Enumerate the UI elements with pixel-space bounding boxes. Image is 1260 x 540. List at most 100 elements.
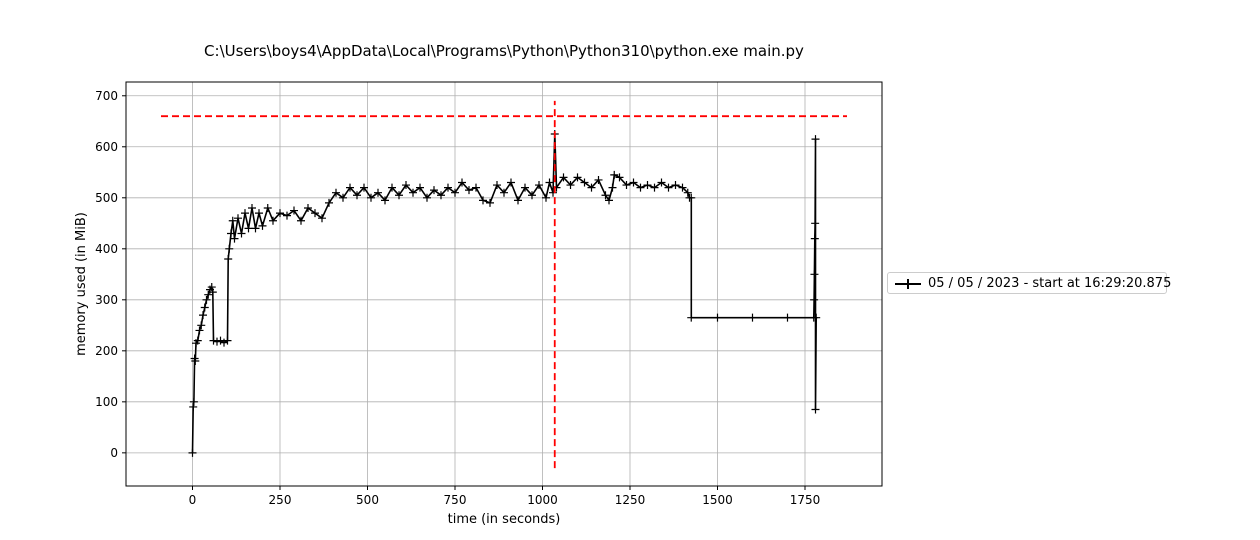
data-point-marker — [223, 336, 232, 345]
data-point-marker — [381, 196, 389, 205]
data-point-marker — [811, 405, 820, 414]
data-point-marker — [671, 181, 680, 190]
data-point-marker — [580, 178, 589, 187]
data-point-marker — [549, 188, 557, 197]
y-tick-label: 100 — [95, 395, 118, 409]
data-point-marker — [191, 357, 200, 366]
data-point-marker — [622, 181, 631, 190]
data-point-marker — [678, 183, 687, 192]
data-point-marker — [451, 188, 459, 197]
data-point-marker — [601, 191, 610, 200]
data-point-marker — [263, 203, 272, 212]
data-point-marker — [615, 173, 624, 182]
data-point-marker — [409, 188, 417, 197]
data-point-marker — [486, 198, 494, 207]
x-tick-label: 0 — [189, 493, 197, 507]
data-point-marker — [248, 203, 256, 212]
data-point-marker — [208, 288, 217, 297]
data-point-marker — [687, 313, 696, 322]
data-point-marker — [276, 209, 284, 218]
data-point-marker — [587, 183, 596, 192]
data-point-marker — [713, 313, 722, 322]
x-tick-label: 250 — [269, 493, 292, 507]
data-point-marker — [657, 178, 666, 187]
data-point-marker — [367, 193, 375, 202]
data-point-marker — [528, 191, 536, 200]
data-point-marker — [360, 183, 368, 192]
data-point-marker — [636, 183, 645, 192]
data-point-marker — [573, 173, 582, 182]
data-point-marker — [199, 311, 207, 320]
data-point-marker — [269, 216, 277, 225]
data-point-marker — [290, 206, 298, 215]
data-point-marker — [255, 209, 263, 218]
data-point-marker — [545, 178, 554, 187]
data-point-marker — [353, 191, 361, 200]
x-tick-label: 750 — [444, 493, 467, 507]
y-tick-label: 0 — [110, 446, 118, 460]
data-point-marker — [610, 170, 619, 179]
data-point-marker — [225, 244, 234, 253]
data-point-marker — [605, 196, 613, 205]
data-point-marker — [812, 313, 821, 322]
x-tick-label: 1500 — [702, 493, 733, 507]
data-point-marker — [664, 183, 673, 192]
y-tick-label: 400 — [95, 242, 118, 256]
data-point-marker — [493, 181, 501, 190]
data-point-marker — [479, 196, 487, 205]
data-point-marker — [423, 193, 431, 202]
data-point-marker — [559, 173, 568, 182]
data-point-marker — [430, 186, 438, 195]
data-point-marker — [472, 183, 480, 192]
data-point-marker — [458, 178, 466, 187]
data-point-marker — [304, 203, 312, 212]
data-point-marker — [325, 198, 333, 207]
data-point-marker — [594, 175, 603, 184]
series-layer — [188, 130, 821, 457]
data-point-marker — [783, 313, 792, 322]
data-point-marker — [500, 188, 508, 197]
data-point-marker — [811, 135, 820, 144]
data-point-marker — [228, 216, 237, 225]
data-point-marker — [395, 191, 403, 200]
data-point-marker — [193, 336, 202, 345]
data-point-marker — [241, 209, 249, 218]
data-point-marker — [683, 188, 692, 197]
grid-lines — [126, 82, 882, 486]
data-point-marker — [465, 186, 473, 195]
data-point-marker — [244, 224, 253, 233]
legend-entry-label: 05 / 05 / 2023 - start at 16:29:20.875 — [928, 276, 1172, 291]
data-point-marker — [213, 337, 221, 346]
data-point-marker — [207, 283, 216, 292]
data-point-marker — [311, 209, 319, 218]
data-point-marker — [643, 181, 652, 190]
x-tick-label: 1250 — [615, 493, 646, 507]
data-point-marker — [230, 234, 239, 243]
data-point-marker — [416, 183, 424, 192]
legend-marker-icon — [907, 279, 909, 289]
data-point-marker — [810, 295, 819, 304]
data-point-marker — [542, 193, 550, 202]
data-point-marker — [629, 178, 638, 187]
x-tick-label: 1750 — [790, 493, 821, 507]
data-point-marker — [687, 193, 696, 202]
data-point-marker — [402, 181, 410, 190]
data-point-marker — [283, 211, 291, 220]
legend: 05 / 05 / 2023 - start at 16:29:20.875 — [887, 272, 1171, 294]
data-point-marker — [189, 402, 198, 411]
data-point-marker — [552, 183, 561, 192]
chart-title: C:\Users\boys4\AppData\Local\Programs\Py… — [204, 42, 804, 60]
y-tick-label: 500 — [95, 191, 118, 205]
data-point-marker — [566, 181, 575, 190]
data-point-marker — [535, 181, 543, 190]
data-point-marker — [251, 224, 260, 233]
x-axis-ticks: 0 250 500 750 1000 1250 1500 1750 — [189, 486, 821, 507]
data-point-marker — [374, 188, 382, 197]
data-point-marker — [202, 295, 211, 304]
data-point-marker — [507, 178, 515, 187]
plot-frame — [125, 81, 883, 487]
data-point-marker — [318, 214, 326, 223]
data-point-marker — [195, 326, 204, 335]
data-point-marker — [197, 321, 206, 330]
